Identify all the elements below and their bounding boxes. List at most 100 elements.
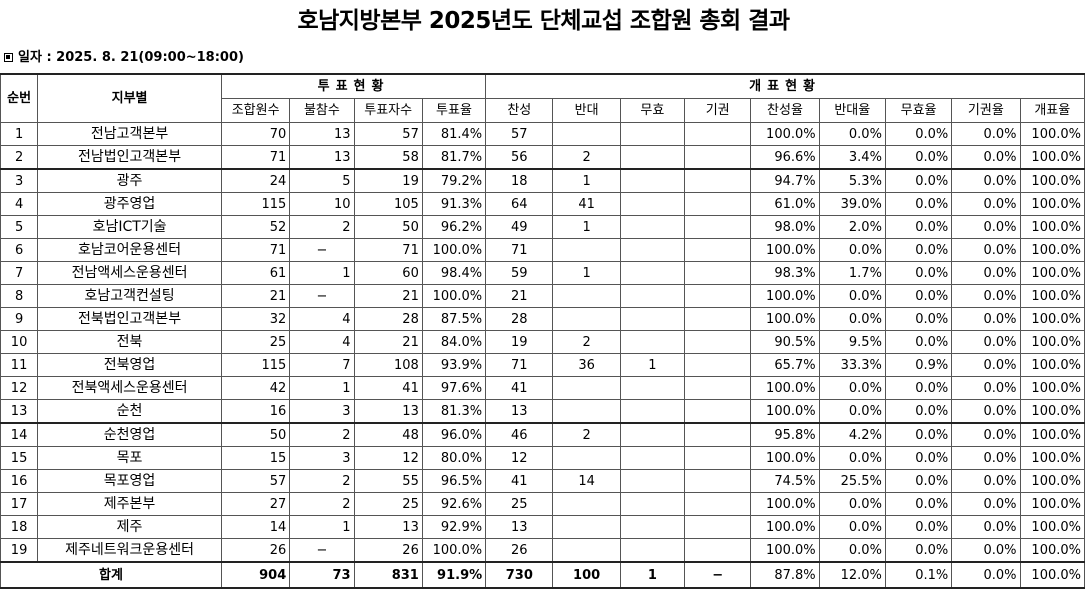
turnout-cell: 92.6% [421, 492, 487, 516]
invalid-rate-cell: 0.0% [884, 145, 953, 170]
voters-cell: 28 [353, 307, 423, 331]
no-rate-cell: 0.0% [818, 492, 886, 516]
against-cell: 1 [552, 168, 621, 193]
branch-name: 전남법인고객본부 [37, 145, 222, 170]
against-cell: 1 [552, 215, 621, 239]
yes-rate-cell: 100.0% [750, 122, 820, 146]
table-row: 5 호남ICT기술 52 2 50 96.2% 49 1 98.0% 2.0% 0.0% 0.0% 10… [0, 215, 1086, 239]
row-number: 13 [0, 399, 39, 424]
total-row: 합계 904 73 831 91.9% 730 100 1−87.8% 12.0% 0.1% 0.0… [0, 561, 1086, 589]
table-row: 19 제주네트워크운용센터 26−26 100.0% 26 100.0% 0.0% 0.0% 0… [0, 538, 1086, 563]
no-rate-cell: 3.4% [818, 145, 886, 170]
count-rate-cell: 100.0% [1019, 145, 1086, 170]
count-rate-cell: 100.0% [1019, 399, 1086, 424]
absent-cell: − [289, 284, 355, 308]
branch-name: 호남고객컨설팅 [37, 284, 222, 308]
voters-cell: 50 [353, 215, 423, 239]
abstain-rate-cell: 0.0% [951, 538, 1021, 563]
voters-cell: 108 [353, 353, 423, 377]
count-rate-cell: 100.0% [1019, 330, 1086, 354]
abstain-rate-cell: 0.0% [951, 446, 1021, 470]
turnout-cell: 81.3% [421, 399, 487, 424]
total-invalid-rate-cell: 0.1% [884, 561, 953, 589]
table-row: 3 광주 24 5 19 79.2% 18 1 94.7% 5.3% 0.0% 0.0% 100.0% [0, 168, 1086, 193]
row-number: 7 [0, 261, 39, 285]
total-label: 합계 [0, 561, 222, 589]
members-cell: 71 [220, 238, 291, 262]
branch-name: 목포영업 [37, 469, 222, 493]
results-table: 순번 지부별 투표현황 개표현황 조합원수 불참수 투표자수 투표율 찬성 반대… [0, 73, 1086, 589]
members-cell: 70 [220, 122, 291, 146]
absent-cell: 2 [289, 215, 355, 239]
yes-rate-cell: 100.0% [750, 284, 820, 308]
members-cell: 32 [220, 307, 291, 331]
voters-cell: 21 [353, 330, 423, 354]
branch-name: 전남고객본부 [37, 122, 222, 146]
yes-rate-cell: 90.5% [750, 330, 820, 354]
total-against-cell: 100 [552, 561, 621, 589]
invalid-cell [619, 307, 686, 331]
row-number: 2 [0, 145, 39, 170]
voters-cell: 55 [353, 469, 423, 493]
absent-cell: 10 [289, 192, 355, 216]
members-cell: 27 [220, 492, 291, 516]
header-yes: 찬성 [485, 98, 554, 123]
abstain-cell [684, 492, 752, 516]
yes-cell: 57 [485, 122, 554, 146]
count-rate-cell: 100.0% [1019, 307, 1086, 331]
header-no-rate: 반대율 [818, 98, 886, 123]
abstain-cell [684, 538, 752, 563]
branch-name: 전북법인고객본부 [37, 307, 222, 331]
table-row: 8 호남고객컨설팅 21−21 100.0% 21 100.0% 0.0% 0.0% 0.0% 1… [0, 284, 1086, 308]
turnout-cell: 91.3% [421, 192, 487, 216]
yes-cell: 26 [485, 538, 554, 563]
invalid-cell [619, 492, 686, 516]
invalid-cell [619, 376, 686, 400]
abstain-cell [684, 330, 752, 354]
invalid-cell [619, 446, 686, 470]
branch-name: 제주 [37, 515, 222, 539]
invalid-cell [619, 538, 686, 563]
turnout-cell: 98.4% [421, 261, 487, 285]
abstain-cell [684, 215, 752, 239]
table-row: 14 순천영업 50 2 48 96.0% 46 2 95.8% 4.2% 0.0% 0.0% 100.… [0, 422, 1086, 447]
against-cell: 36 [552, 353, 621, 377]
no-rate-cell: 0.0% [818, 446, 886, 470]
invalid-cell [619, 215, 686, 239]
abstain-rate-cell: 0.0% [951, 399, 1021, 424]
members-cell: 57 [220, 469, 291, 493]
row-number: 4 [0, 192, 39, 216]
yes-rate-cell: 100.0% [750, 515, 820, 539]
invalid-rate-cell: 0.0% [884, 422, 953, 447]
against-cell [552, 284, 621, 308]
invalid-rate-cell: 0.0% [884, 469, 953, 493]
invalid-rate-cell: 0.0% [884, 446, 953, 470]
table-row: 17 제주본부 27 2 25 92.6% 25 100.0% 0.0% 0.0% 0.0% 100.… [0, 492, 1086, 516]
total-abstain-rate-cell: 0.0% [951, 561, 1021, 589]
invalid-cell: 1 [619, 353, 686, 377]
no-rate-cell: 25.5% [818, 469, 886, 493]
members-cell: 16 [220, 399, 291, 424]
against-cell [552, 376, 621, 400]
count-rate-cell: 100.0% [1019, 261, 1086, 285]
absent-cell: 1 [289, 261, 355, 285]
invalid-cell [619, 422, 686, 447]
branch-name: 목포 [37, 446, 222, 470]
header-voters: 투표자수 [353, 98, 423, 123]
row-number: 16 [0, 469, 39, 493]
voters-cell: 41 [353, 376, 423, 400]
total-count-rate-cell: 100.0% [1019, 561, 1086, 589]
no-rate-cell: 0.0% [818, 376, 886, 400]
abstain-cell [684, 284, 752, 308]
row-number: 15 [0, 446, 39, 470]
against-cell [552, 538, 621, 563]
abstain-rate-cell: 0.0% [951, 284, 1021, 308]
no-rate-cell: 0.0% [818, 515, 886, 539]
total-yes-rate-cell: 87.8% [750, 561, 820, 589]
voters-cell: 26 [353, 538, 423, 563]
count-rate-cell: 100.0% [1019, 376, 1086, 400]
against-cell [552, 492, 621, 516]
count-rate-cell: 100.0% [1019, 422, 1086, 447]
count-rate-cell: 100.0% [1019, 469, 1086, 493]
members-cell: 115 [220, 353, 291, 377]
